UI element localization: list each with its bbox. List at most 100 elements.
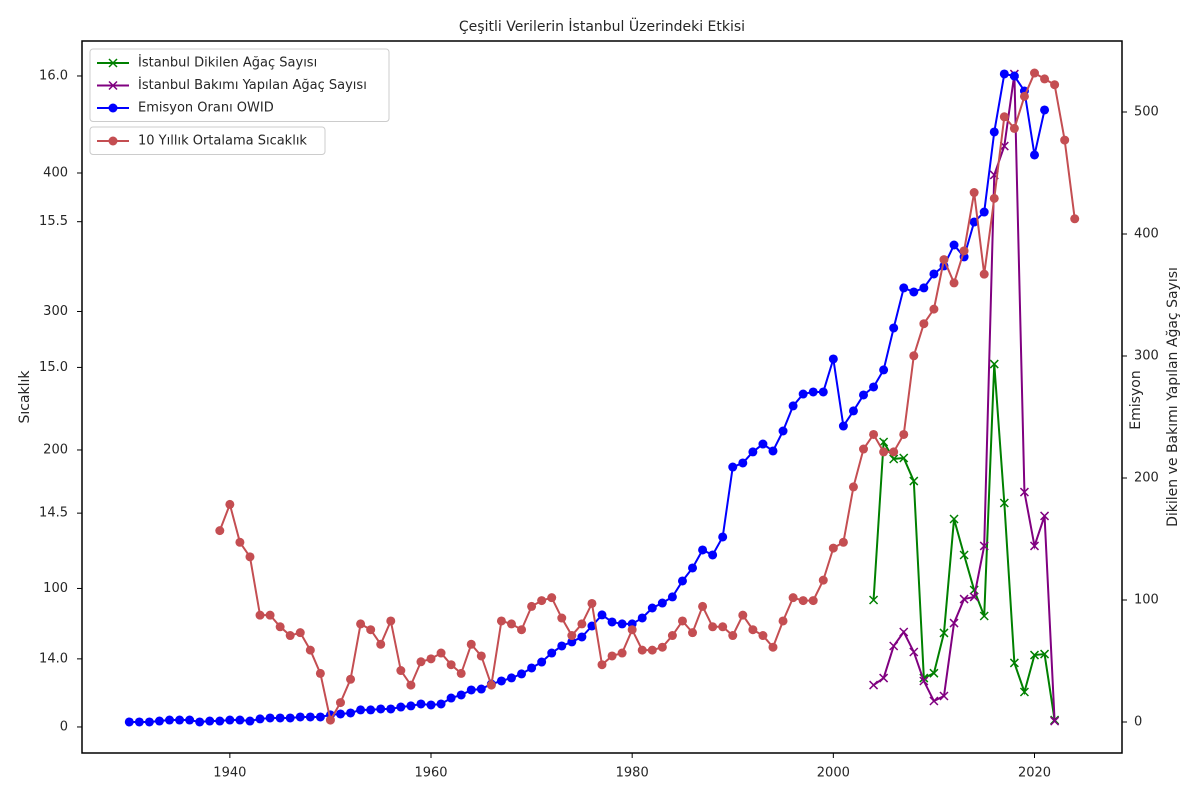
legend: 10 Yıllık Ortalama Sıcaklık [89,126,326,155]
x-marker [879,437,889,447]
point [808,387,818,397]
point [788,401,798,411]
y-tick-label: 14.0 [39,651,68,666]
point [778,616,788,626]
point [537,596,547,606]
x-tick-label: 1940 [213,766,246,781]
point [517,625,527,635]
point [366,625,376,635]
point [547,593,557,603]
point [406,701,416,711]
point [386,616,396,626]
point [637,645,647,655]
point [688,628,698,638]
point [1050,80,1060,90]
point [356,705,366,715]
point [506,673,516,683]
point [969,188,979,198]
point [366,705,376,715]
point [768,446,778,456]
series-line [872,363,1056,721]
point [778,426,788,436]
point [386,704,396,714]
point [255,714,265,724]
point [657,598,667,608]
point [396,666,406,676]
point [406,680,416,690]
legend-label: 10 Yıllık Ortalama Sıcaklık [138,134,307,149]
legend-marker [108,58,118,68]
point [557,641,567,651]
y2-tick-label: 400 [43,165,68,180]
point [728,631,738,641]
x-marker [909,647,919,657]
point [1029,68,1039,78]
point [738,458,748,468]
point [426,700,436,710]
point [999,112,1009,122]
x-marker [1050,716,1060,726]
x-marker [869,595,879,605]
point [879,365,889,375]
point [346,708,356,718]
x-tick-label: 2000 [817,766,850,781]
point [929,269,939,279]
point [889,447,899,457]
point [1029,150,1039,160]
point [859,390,869,400]
x-marker [929,668,939,678]
x-marker [899,453,909,463]
point [195,717,205,727]
point [748,625,758,635]
point [476,651,486,661]
point [848,482,858,492]
x-marker [969,592,979,602]
point [718,622,728,632]
point [506,619,516,629]
legend-box [89,48,390,122]
legend-label: İstanbul Bakımı Yapılan Ağaç Sayısı [138,77,367,93]
point [708,622,718,632]
point [466,685,476,695]
point [305,645,315,655]
point [647,603,657,613]
point [929,304,939,314]
point [748,447,758,457]
point [1040,105,1050,115]
x-marker [979,541,989,551]
y3-tick-label: 100 [1134,593,1159,608]
point [446,660,456,670]
point [677,576,687,586]
x-marker [939,628,949,638]
legend-marker [108,136,118,146]
point [315,668,325,678]
point [768,642,778,652]
point [899,283,909,293]
series-line [872,73,1056,722]
x-marker [939,691,949,701]
point [295,628,305,638]
x-marker [959,550,969,560]
point [235,537,245,547]
point [124,717,134,727]
x-marker [999,498,1009,508]
point [1070,214,1080,224]
point [758,631,768,641]
point [396,702,406,712]
point [225,715,235,725]
legend-box [89,126,326,155]
point [335,709,345,719]
point [175,715,185,725]
point [456,690,466,700]
legend-marker [108,80,118,91]
y2-axis-label: Emisyon [1128,370,1144,429]
point [728,462,738,472]
point [698,601,708,611]
x-marker [889,641,899,651]
point [275,622,285,632]
point [788,593,798,603]
series [215,68,1080,725]
point [577,632,587,642]
point [939,255,949,265]
point [798,596,808,606]
